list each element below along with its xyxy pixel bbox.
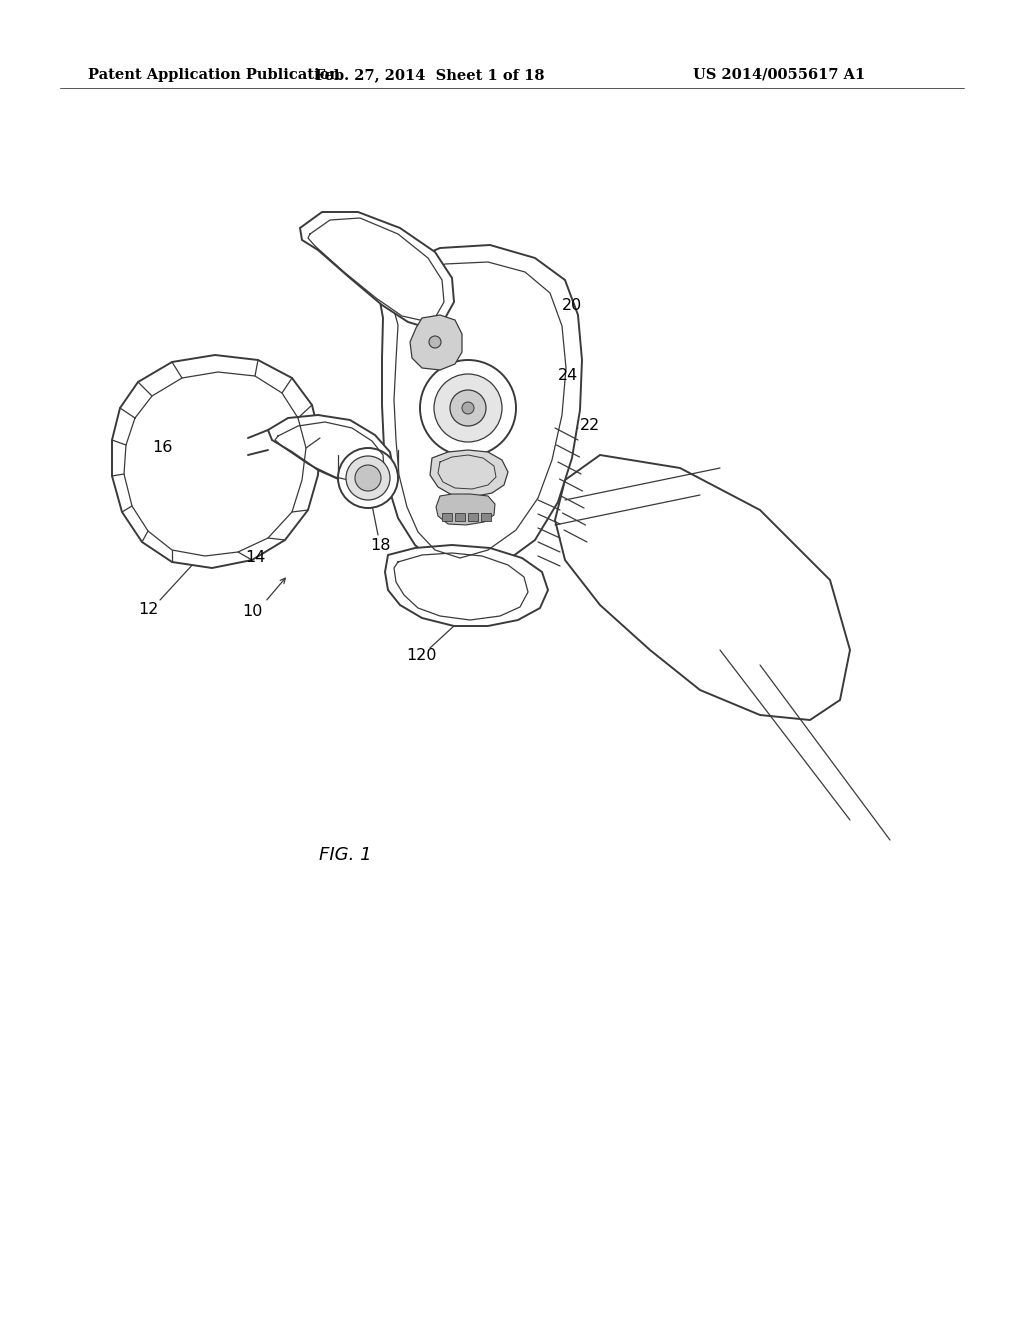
Circle shape	[346, 455, 390, 500]
Text: 10: 10	[242, 605, 262, 619]
Bar	[442, 513, 452, 521]
Polygon shape	[385, 545, 548, 626]
Circle shape	[420, 360, 516, 455]
Polygon shape	[555, 455, 850, 719]
Text: 24: 24	[558, 367, 579, 383]
Text: 22: 22	[580, 418, 600, 433]
Text: Patent Application Publication: Patent Application Publication	[88, 69, 340, 82]
Circle shape	[434, 374, 502, 442]
Polygon shape	[410, 315, 462, 370]
Circle shape	[429, 337, 441, 348]
Circle shape	[462, 403, 474, 414]
Text: US 2014/0055617 A1: US 2014/0055617 A1	[693, 69, 865, 82]
Text: 16: 16	[152, 441, 172, 455]
Text: 14: 14	[245, 550, 265, 565]
Polygon shape	[430, 450, 508, 498]
Text: 12: 12	[138, 602, 158, 618]
Circle shape	[355, 465, 381, 491]
Bar	[481, 513, 490, 521]
Text: 20: 20	[562, 297, 582, 313]
Circle shape	[450, 389, 486, 426]
Bar	[468, 513, 478, 521]
Polygon shape	[112, 355, 319, 568]
Polygon shape	[268, 414, 393, 487]
Text: 120: 120	[407, 648, 437, 664]
Circle shape	[338, 447, 398, 508]
Polygon shape	[436, 494, 495, 525]
Text: 18: 18	[370, 537, 390, 553]
Bar	[455, 513, 465, 521]
Polygon shape	[300, 213, 454, 327]
Text: FIG. 1: FIG. 1	[318, 846, 372, 865]
Polygon shape	[378, 246, 582, 572]
Text: Feb. 27, 2014  Sheet 1 of 18: Feb. 27, 2014 Sheet 1 of 18	[315, 69, 545, 82]
